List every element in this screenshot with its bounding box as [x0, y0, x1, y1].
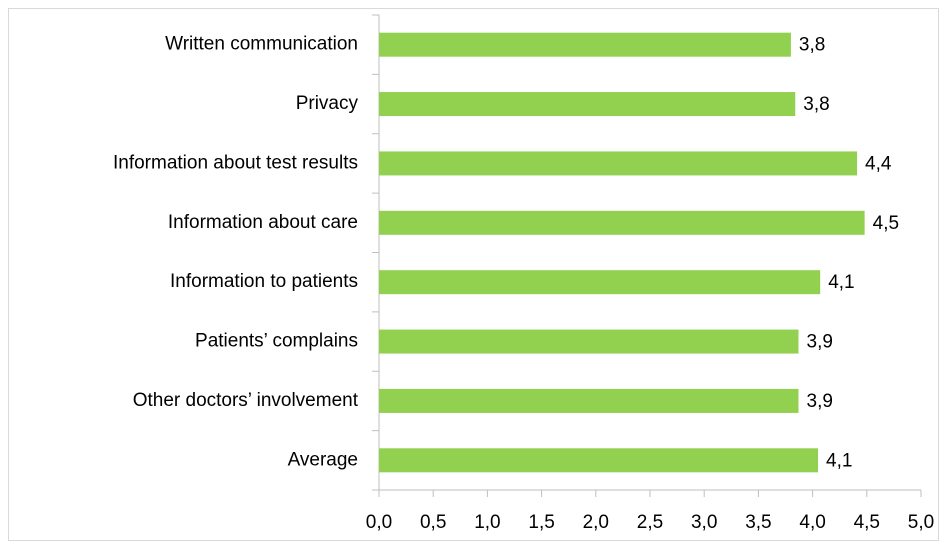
y-tick-label: Average [288, 449, 358, 470]
bar [379, 329, 799, 354]
value-label: 4,5 [873, 213, 899, 234]
bar [379, 151, 858, 176]
x-tick-label: 0,5 [420, 512, 446, 533]
bar [379, 32, 791, 57]
y-tick-label: Other doctors’ involvement [133, 390, 359, 411]
bar [379, 92, 796, 117]
x-tick-label: 5,0 [908, 512, 934, 533]
x-tick-label: 3,5 [745, 512, 771, 533]
value-label: 4,4 [865, 153, 892, 174]
value-label: 3,9 [807, 332, 833, 353]
bar [379, 388, 799, 413]
x-tick-label: 1,5 [528, 512, 554, 533]
y-tick-label: Information about care [168, 212, 358, 233]
x-tick-label: 1,0 [474, 512, 500, 533]
value-label: 4,1 [826, 450, 852, 471]
x-tick-label: 3,0 [691, 512, 717, 533]
y-tick-label: Privacy [296, 93, 359, 114]
value-label: 3,8 [799, 35, 825, 56]
bar [379, 448, 819, 473]
y-tick-label: Written communication [165, 34, 358, 55]
value-label: 4,1 [828, 272, 854, 293]
bar [379, 210, 865, 235]
y-tick-label: Patients’ complains [195, 331, 358, 352]
bar [379, 270, 821, 295]
value-label: 3,8 [803, 94, 829, 115]
value-label: 3,9 [807, 391, 833, 412]
x-tick-label: 2,0 [583, 512, 609, 533]
x-tick-label: 2,5 [637, 512, 663, 533]
y-tick-label: Information about test results [113, 152, 358, 173]
x-tick-label: 0,0 [366, 512, 392, 533]
x-tick-label: 4,5 [854, 512, 880, 533]
x-tick-label: 4,0 [799, 512, 825, 533]
y-tick-label: Information to patients [170, 271, 358, 292]
